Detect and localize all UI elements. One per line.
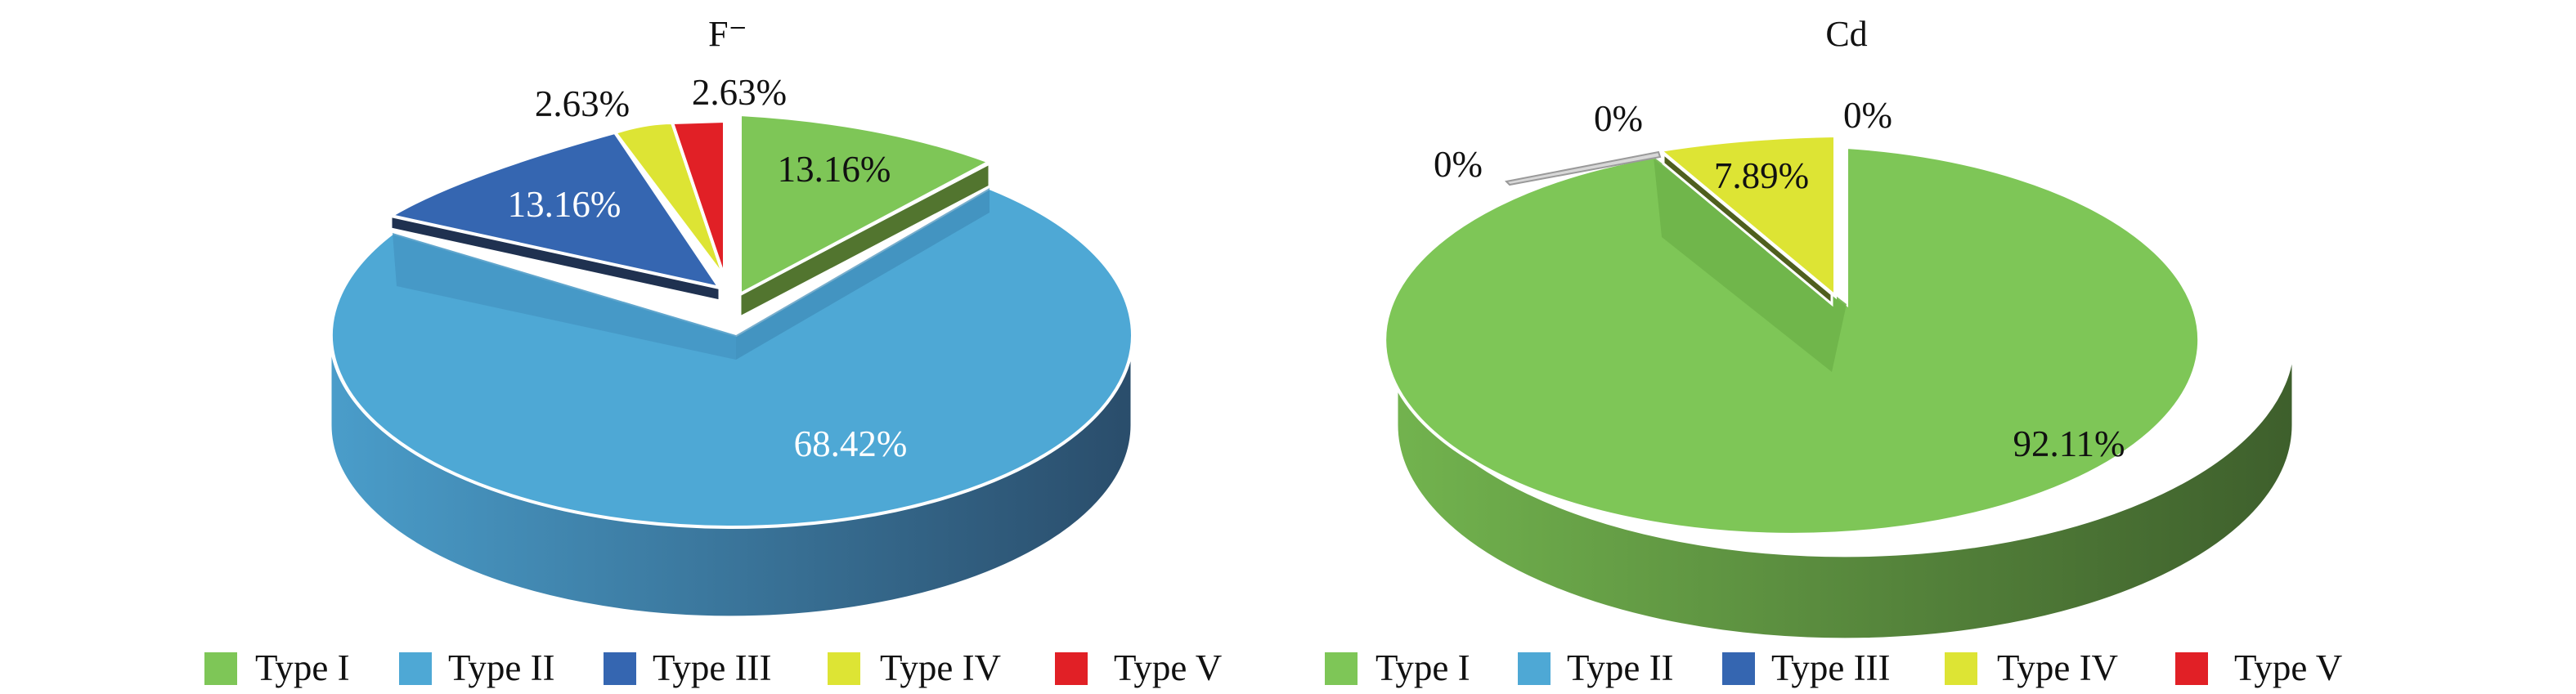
slice-top-type-v (670, 119, 726, 279)
legend-swatch-type-iii (1722, 652, 1755, 685)
data-label-type-v: 2.63% (692, 72, 787, 113)
data-label-type-iv: 2.63% (535, 83, 630, 124)
slice-top-type-iii (386, 130, 724, 291)
legend-label-type-i: Type I (255, 647, 350, 688)
legend-label-type-i: Type I (1376, 647, 1470, 688)
legend-swatch-type-v (1055, 652, 1088, 685)
data-label-type-iii: 0% (1594, 98, 1643, 139)
legend-swatch-type-iii (604, 652, 636, 685)
data-label-type-iii: 13.16% (508, 184, 622, 225)
legend-swatch-type-v (2175, 652, 2208, 685)
legend-swatch-type-iv (1945, 652, 1977, 685)
slice-top-type-i (738, 112, 994, 298)
legend-swatch-type-i (204, 652, 237, 685)
chart-cd: Cd 92.11% 0% 0% 7.89% 0% Type I Type II … (1325, 14, 2342, 688)
slice-top-type-iv (1656, 133, 1837, 300)
legend-swatch-type-i (1325, 652, 1358, 685)
data-label-type-ii: 68.42% (794, 423, 908, 464)
slice-top-type-i (1383, 145, 2201, 536)
legend-label-type-ii: Type II (448, 647, 555, 688)
data-label-type-iv: 7.89% (1714, 155, 1809, 196)
slice-wall-type-i (1395, 341, 2295, 641)
slice-zero-sliver (1504, 150, 1662, 186)
slice-inner-face-type-ii-2 (736, 188, 990, 360)
pie-3d-cd (1383, 133, 2295, 641)
slice-inner-face-type-ii (393, 233, 736, 360)
chart-title: F⁻ (708, 14, 747, 54)
slice-inner-face-type-i (1654, 157, 1847, 372)
data-label-type-i: 13.16% (778, 149, 891, 190)
data-label-type-i: 92.11% (2013, 423, 2125, 464)
pie-3d-f (329, 112, 1134, 619)
legend-label-type-ii: Type II (1567, 647, 1674, 688)
legend-swatch-type-ii (1518, 652, 1551, 685)
chart-title: Cd (1825, 14, 1867, 54)
data-label-type-v: 0% (1843, 95, 1892, 136)
legend-label-type-v: Type V (2234, 647, 2342, 688)
legend-swatch-type-ii (399, 652, 432, 685)
legend-label-type-iv: Type IV (880, 647, 1001, 688)
legend-cd: Type I Type II Type III Type IV Type V (1325, 647, 2342, 688)
chart-f: F⁻ 13.16% 68.42% 13.16% 2.63% 2.63% (204, 14, 1222, 688)
data-label-type-ii: 0% (1434, 144, 1483, 185)
legend-label-type-iii: Type III (653, 647, 772, 688)
legend-swatch-type-iv (828, 652, 860, 685)
legend-f: Type I Type II Type III Type IV Type V (204, 647, 1222, 688)
legend-label-type-iv: Type IV (1997, 647, 2118, 688)
legend-label-type-v: Type V (1114, 647, 1222, 688)
legend-label-type-iii: Type III (1771, 647, 1891, 688)
